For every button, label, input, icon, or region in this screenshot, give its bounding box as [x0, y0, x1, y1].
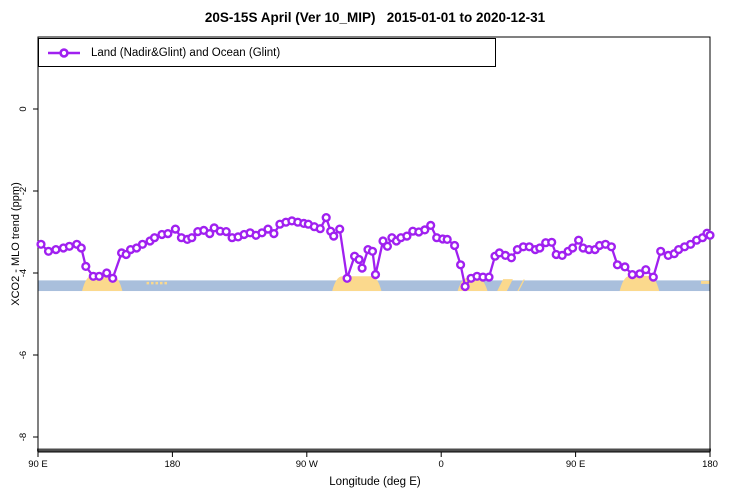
legend-box: Land (Nadir&Glint) and Ocean (Glint): [38, 38, 496, 67]
data-point-marker: [102, 268, 112, 278]
data-point-marker: [137, 239, 148, 249]
data-point-marker: [567, 243, 578, 253]
data-point-marker: [620, 262, 630, 272]
data-point-marker: [484, 272, 494, 282]
data-point-marker: [442, 234, 452, 245]
land-region: [497, 279, 513, 292]
data-point-marker: [315, 224, 325, 234]
data-point-marker: [263, 224, 273, 234]
island-dot: [164, 281, 167, 285]
data-point-marker: [329, 231, 339, 241]
data-point-marker: [426, 220, 436, 231]
y-tick-label: -4: [18, 269, 29, 277]
data-point-marker: [81, 261, 91, 272]
data-point-marker: [402, 231, 412, 241]
data-point-marker: [606, 242, 617, 252]
data-point-marker: [76, 243, 86, 253]
legend-label: Land (Nadir&Glint) and Ocean (Glint): [91, 46, 281, 59]
data-point-marker: [163, 229, 173, 239]
data-point-marker: [535, 243, 545, 253]
y-tick-label: -2: [18, 187, 29, 195]
x-tick-label: 90 W: [296, 459, 318, 470]
data-point-marker: [705, 230, 715, 240]
data-point-marker: [370, 270, 381, 280]
data-point-marker: [108, 273, 118, 283]
legend-circle-icon: [59, 47, 69, 58]
data-point-marker: [612, 260, 623, 270]
data-point-marker: [627, 270, 637, 280]
legend-series-marker-icon: [48, 47, 80, 58]
y-tick-label: -6: [18, 351, 29, 359]
x-tick-label: 90 E: [28, 459, 48, 470]
data-point-marker: [170, 224, 181, 234]
x-axis-title: Longitude (deg E): [329, 476, 421, 488]
data-point-marker: [335, 224, 345, 234]
data-point-marker: [357, 263, 367, 273]
data-point-marker: [547, 237, 557, 247]
data-point-marker: [269, 229, 279, 239]
data-point-marker: [456, 260, 466, 270]
data-point-marker: [557, 250, 567, 261]
data-point-marker: [450, 240, 460, 251]
y-tick-label: -8: [18, 433, 29, 441]
x-tick-label: 180: [164, 459, 180, 470]
data-point-marker: [149, 233, 160, 243]
data-point-marker: [506, 253, 517, 263]
data-point-marker: [367, 246, 378, 256]
data-point-marker: [64, 241, 75, 251]
data-point-marker: [51, 245, 61, 255]
y-axis-title: XCO2 - MLO trend (ppm): [10, 182, 22, 306]
data-point-marker: [187, 233, 197, 243]
island-dot: [155, 281, 159, 285]
data-point-marker: [641, 265, 651, 275]
data-point-marker: [36, 239, 46, 249]
data-point-marker: [43, 246, 54, 256]
data-point-marker: [94, 271, 104, 281]
data-point-marker: [342, 273, 352, 283]
data-point-marker: [685, 239, 696, 249]
data-point-marker: [221, 227, 231, 237]
x-tick-label: 90 E: [566, 459, 586, 470]
data-point-marker: [321, 213, 331, 223]
x-tick-label: 180: [702, 459, 718, 470]
land-region: [619, 275, 660, 292]
island-dot: [151, 281, 154, 285]
chart-title: 20S-15S April (Ver 10_MIP) 2015-01-01 to…: [204, 10, 546, 25]
data-point-marker: [648, 272, 658, 282]
island-dot: [160, 281, 163, 285]
data-point-marker: [354, 254, 364, 265]
data-point-marker: [460, 281, 470, 292]
data-point-marker: [573, 235, 584, 245]
data-point-marker: [205, 229, 215, 239]
land-region: [517, 279, 525, 292]
land-region: [701, 280, 710, 284]
island-dot: [146, 281, 150, 285]
data-point-marker: [656, 246, 666, 256]
y-tick-label: 0: [18, 106, 29, 111]
data-point-marker: [635, 269, 645, 279]
data-point-marker: [382, 241, 393, 251]
data-point-marker: [420, 225, 430, 235]
x-tick-label: 0: [439, 459, 444, 470]
